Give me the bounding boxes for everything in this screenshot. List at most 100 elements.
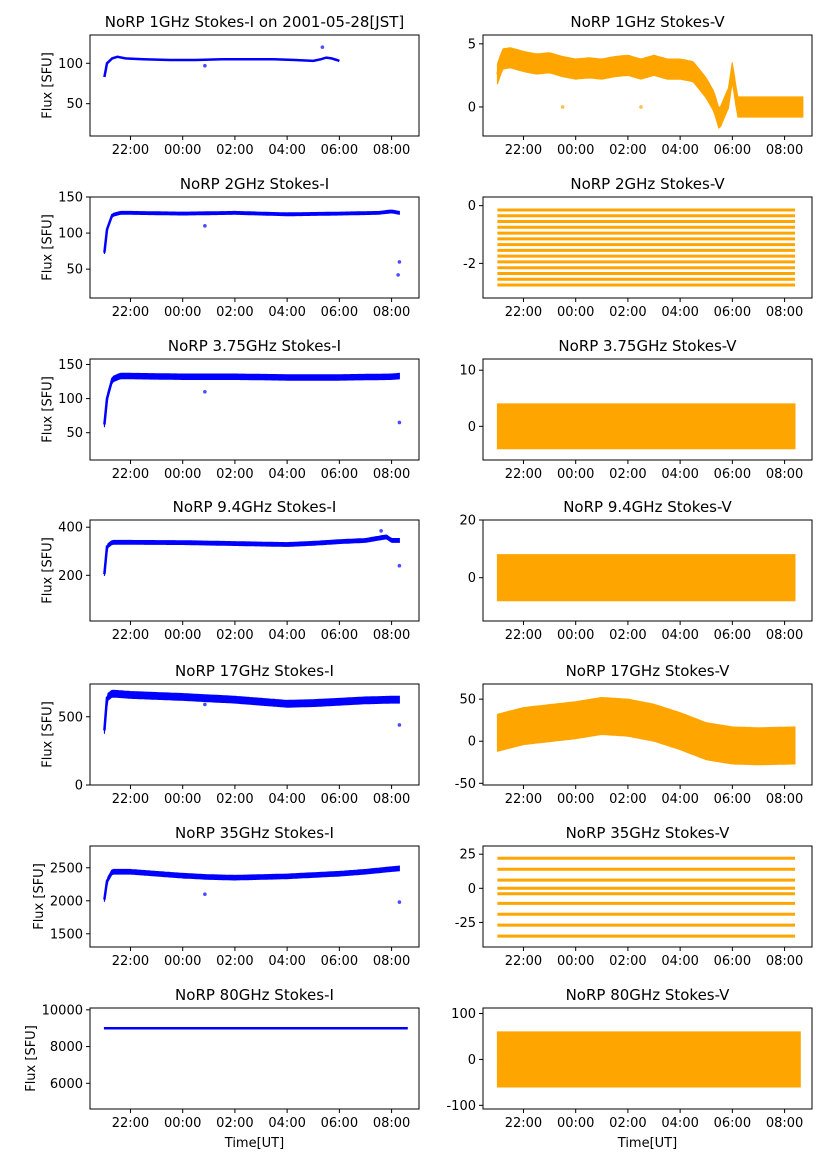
plot-area [103, 529, 402, 577]
plot-area [103, 45, 340, 78]
x-axis-label: Time[UT] [224, 1136, 284, 1151]
plot-area [496, 403, 796, 450]
panel-7: 22:00 00:00 02:00 04:00 06:00 08:00 200 400 NoRP… [40, 498, 420, 643]
series-line [103, 867, 400, 900]
y-tick-label: -25 [455, 916, 476, 931]
panel-title: NoRP 9.4GHz Stokes-I [173, 498, 337, 516]
x-tick-label: 04:00 [268, 628, 305, 643]
x-tick-label: 22:00 [505, 467, 542, 482]
axes-frame [89, 196, 420, 299]
panel-title: NoRP 3.75GHz Stokes-I [168, 337, 341, 355]
x-tick-label: 02:00 [216, 792, 253, 807]
x-tick-label: 22:00 [505, 628, 542, 643]
panel-5: 22:00 00:00 02:00 04:00 06:00 08:00 50 100 150 No… [40, 337, 420, 482]
panel-14: 22:00 00:00 02:00 04:00 06:00 08:00 -100 0 100 No… [446, 986, 813, 1151]
x-tick-label: 08:00 [373, 305, 410, 320]
x-tick-label: 22:00 [505, 305, 542, 320]
plot-area [103, 372, 402, 428]
outlier-point-1 [203, 389, 207, 394]
x-tick-label: 04:00 [268, 792, 305, 807]
plot-area [103, 689, 402, 734]
series-line [103, 210, 400, 253]
y-axis-label: Flux [SFU] [40, 214, 55, 281]
x-tick-label: 04:00 [661, 792, 698, 807]
x-tick-label: 04:00 [661, 628, 698, 643]
y-tick-label: 0 [468, 1053, 476, 1068]
y-tick-label: 1500 [50, 927, 83, 942]
y-tick-label: -50 [455, 777, 476, 792]
x-tick-label: 00:00 [557, 143, 594, 158]
x-tick-label: 00:00 [164, 792, 201, 807]
axes-frame [482, 196, 813, 299]
panel-4: 22:00 00:00 02:00 04:00 06:00 08:00 -2 0 NoRP 2G… [463, 175, 813, 320]
y-tick-label: 8000 [50, 1040, 83, 1055]
axes-frame [482, 519, 813, 622]
outlier-point-1 [203, 702, 207, 707]
x-tick-label: 04:00 [661, 305, 698, 320]
panel-8: 22:00 00:00 02:00 04:00 06:00 08:00 0 20 NoRP 9.… [459, 498, 813, 643]
outlier-point-1 [203, 892, 207, 896]
panel-9: 22:00 00:00 02:00 04:00 06:00 08:00 0 500 NoRP 1… [40, 662, 420, 807]
x-axis-label: Time[UT] [617, 1136, 677, 1151]
x-tick-label: 06:00 [321, 954, 358, 969]
outlier-point-3 [397, 260, 402, 264]
x-tick-label: 04:00 [661, 1116, 698, 1131]
x-tick-label: 22:00 [112, 467, 149, 482]
axes-frame [482, 1007, 813, 1110]
x-tick-label: 04:00 [268, 1116, 305, 1131]
plot-area [496, 1031, 801, 1088]
y-tick-label: -2 [463, 257, 476, 272]
y-tick-label: 10 [459, 364, 476, 379]
y-tick-label: 0 [468, 100, 476, 115]
axes-frame [482, 683, 813, 786]
x-tick-label: 22:00 [112, 143, 149, 158]
x-tick-label: 04:00 [661, 467, 698, 482]
y-tick-label: 0 [468, 882, 476, 897]
y-tick-label: 100 [58, 57, 83, 72]
x-tick-label: 22:00 [112, 305, 149, 320]
panel-title: NoRP 1GHz Stokes-V [570, 13, 725, 31]
panel-11: 22:00 00:00 02:00 04:00 06:00 08:00 1500 2000 25… [32, 824, 420, 969]
axes-frame [89, 683, 420, 786]
x-tick-label: 22:00 [505, 1116, 542, 1131]
panel-title: NoRP 9.4GHz Stokes-V [563, 498, 732, 516]
x-tick-label: 06:00 [714, 792, 751, 807]
plot-area [497, 856, 796, 938]
x-tick-label: 02:00 [216, 305, 253, 320]
y-tick-label: 50 [66, 426, 83, 441]
x-tick-label: 08:00 [373, 143, 410, 158]
data-band [103, 372, 400, 428]
y-tick-label: 50 [66, 97, 83, 112]
x-tick-label: 02:00 [609, 305, 646, 320]
plot-area [497, 208, 796, 287]
outlier-point-2 [639, 105, 643, 109]
data-band [103, 689, 400, 734]
x-tick-label: 08:00 [766, 628, 803, 643]
x-tick-label: 06:00 [321, 143, 358, 158]
plot-area [496, 47, 804, 130]
outlier-point-2 [397, 563, 402, 568]
y-axis-label: Flux [SFU] [24, 1025, 39, 1092]
y-tick-label: 200 [58, 569, 83, 584]
y-axis-label: Flux [SFU] [40, 701, 55, 768]
data-band [496, 696, 796, 766]
x-tick-label: 00:00 [557, 467, 594, 482]
x-tick-label: 06:00 [714, 1116, 751, 1131]
plot-area [103, 1026, 408, 1030]
x-tick-label: 04:00 [268, 467, 305, 482]
axes-frame [89, 358, 420, 461]
x-tick-label: 00:00 [557, 954, 594, 969]
x-tick-label: 02:00 [216, 467, 253, 482]
x-tick-label: 06:00 [321, 467, 358, 482]
outlier-point-1 [560, 105, 565, 109]
y-tick-label: 100 [451, 1007, 476, 1022]
x-tick-label: 08:00 [373, 1116, 410, 1131]
x-tick-label: 22:00 [112, 954, 149, 969]
series-line [103, 374, 400, 425]
y-tick-label: 50 [459, 693, 476, 708]
x-tick-label: 00:00 [164, 1116, 201, 1131]
x-tick-label: 00:00 [164, 954, 201, 969]
outlier-point-1 [379, 529, 383, 533]
x-tick-label: 04:00 [268, 954, 305, 969]
